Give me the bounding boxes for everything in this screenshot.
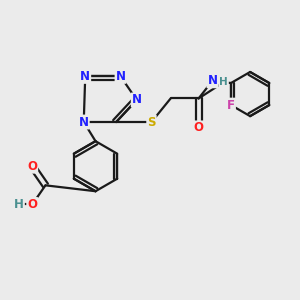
Text: N: N xyxy=(79,116,89,128)
Text: N: N xyxy=(207,74,218,87)
Text: O: O xyxy=(27,160,37,173)
Text: O: O xyxy=(194,122,204,134)
Text: S: S xyxy=(147,116,156,128)
Text: O: O xyxy=(27,198,37,211)
Text: N: N xyxy=(132,93,142,106)
Text: F: F xyxy=(227,99,235,112)
Text: H: H xyxy=(14,198,24,211)
Text: N: N xyxy=(116,70,126,83)
Text: H: H xyxy=(219,77,228,87)
Text: N: N xyxy=(80,70,90,83)
